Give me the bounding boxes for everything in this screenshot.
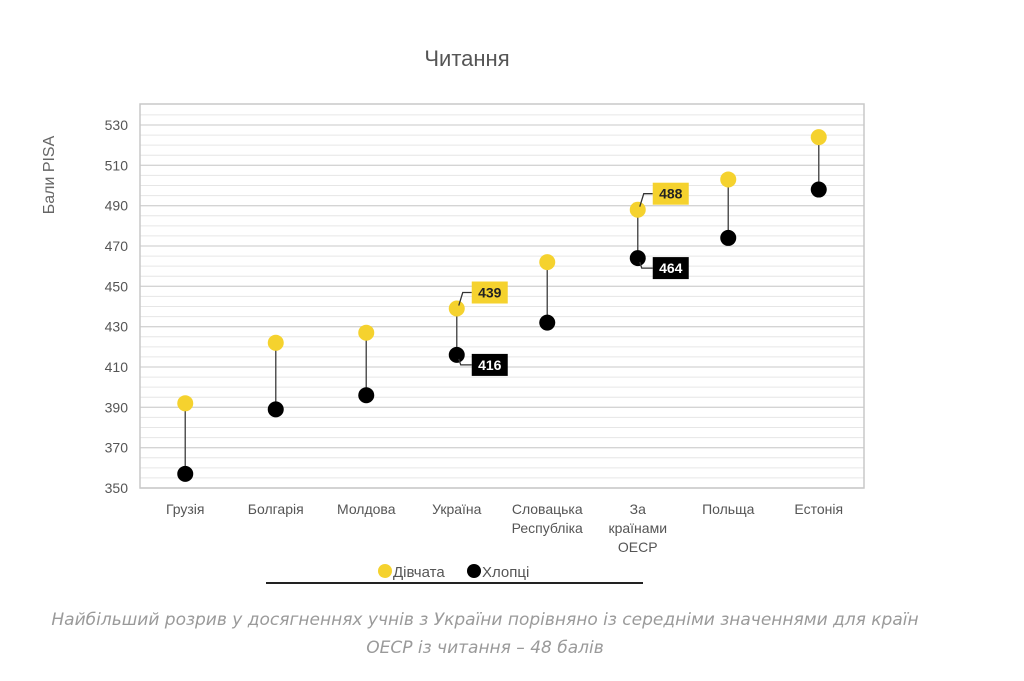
y-tick-label: 350 [105,480,129,496]
girls-point [177,395,194,412]
girls-point [539,254,556,271]
boys-point [177,465,194,482]
y-tick-label: 430 [105,319,129,335]
boys-point [629,250,646,267]
label-leader [639,193,653,207]
data-label-box [652,182,689,205]
data-label-box [471,281,508,304]
data-label: 488 [659,186,683,202]
data-label: 464 [659,260,683,276]
y-tick-label: 410 [105,359,129,375]
x-tick-label: Естонія [794,501,843,517]
legend-girls-label: Дівчата [393,564,445,581]
y-tick-label: 470 [105,238,129,254]
plot-area-border [139,103,865,489]
x-tick-label: Молдова [337,501,396,517]
y-tick-label: 370 [105,440,129,456]
girls-point [810,129,827,146]
boys-point [810,181,827,198]
chart-title: Читання [424,46,509,71]
data-label: 416 [478,357,502,373]
legend-boys-label: Хлопці [482,564,529,581]
y-tick-label: 490 [105,198,129,214]
girls-point [267,334,284,351]
x-tick-label: Україна [432,501,482,517]
x-tick-label: Болгарія [248,501,304,517]
x-tick-label: Словацька [512,501,583,517]
data-label-box [471,353,508,376]
legend-boys-marker [467,564,481,578]
y-tick-label: 530 [105,117,129,133]
data-label: 439 [478,285,502,301]
y-tick-label: 450 [105,278,129,294]
x-tick-label: Польща [702,501,755,517]
x-tick-label: Грузія [166,501,205,517]
x-tick-label: За [630,501,646,517]
caption-line-1: Найбільший розрив у досягненнях учнів з … [51,610,919,630]
label-leader [458,358,472,366]
boys-point [720,229,737,246]
label-leader [639,261,653,269]
boys-point [267,401,284,418]
girls-point [358,324,375,341]
y-tick-label: 390 [105,399,129,415]
label-leader [458,291,472,306]
legend-girls-marker [378,564,392,578]
boys-point [358,387,375,404]
y-tick-label: 510 [105,157,129,173]
girls-point [448,300,465,317]
girls-point [629,201,646,218]
boys-point [448,346,465,363]
figure-caption: Найбільший розрив у досягненнях учнів з … [0,606,970,662]
x-tick-label: Республіка [512,520,583,536]
boys-point [539,314,556,331]
dumbbell-chart: Читання Бали PISA 350 370 390 410 430 450 470 490… [41,46,865,584]
caption-line-2: ОЕСР із читання – 48 балів [366,638,604,658]
data-label-box [652,257,689,280]
x-tick-label: ОЕСР [618,539,658,555]
x-tick-label: країнами [608,520,667,536]
y-axis-label: Бали PISA [41,135,58,214]
girls-point [720,171,737,188]
